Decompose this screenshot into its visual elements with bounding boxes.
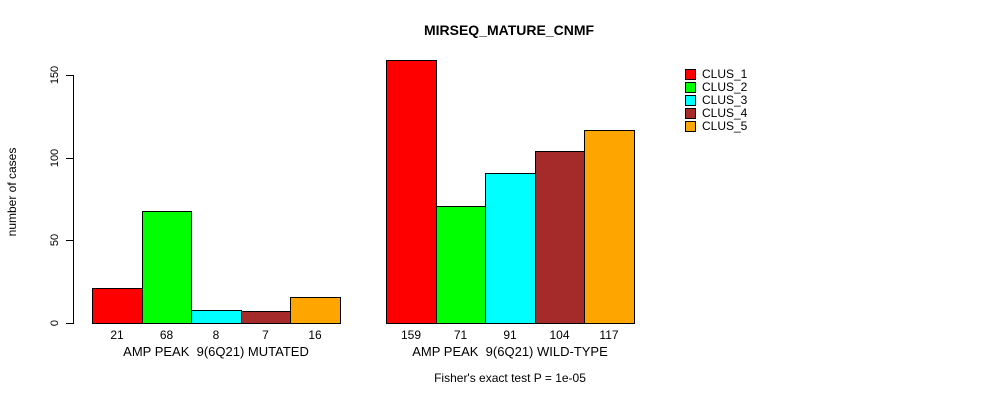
bar-value-label: 7 xyxy=(262,328,269,342)
y-axis-tick xyxy=(66,158,73,159)
legend-swatch xyxy=(685,69,696,80)
legend-item: CLUS_5 xyxy=(685,120,765,133)
x-axis-group-label: AMP PEAK 9(6Q21) MUTATED xyxy=(123,344,309,359)
bar-value-label: 117 xyxy=(599,328,619,342)
bar-value-label: 91 xyxy=(503,328,517,342)
bar-clus_4 xyxy=(241,311,291,324)
bar-value-label: 16 xyxy=(308,328,322,342)
bar-value-label: 159 xyxy=(400,328,422,342)
y-axis-tick-label: 0 xyxy=(49,319,61,327)
bar-clus_5 xyxy=(584,130,635,324)
y-axis-tick-label: 100 xyxy=(49,148,61,168)
bar-clus_1 xyxy=(386,60,437,324)
legend-item: CLUS_2 xyxy=(685,81,765,94)
bar-clus_2 xyxy=(436,206,486,324)
legend-label: CLUS_2 xyxy=(702,80,748,94)
y-axis-line xyxy=(73,75,74,324)
x-axis-group-label: AMP PEAK 9(6Q21) WILD-TYPE xyxy=(412,344,608,359)
bar-value-label: 104 xyxy=(549,328,570,342)
bar-value-label: 21 xyxy=(110,328,124,342)
legend-item: CLUS_3 xyxy=(685,94,765,107)
bar-clus_3 xyxy=(485,173,536,324)
bar-clus_4 xyxy=(535,151,585,324)
y-axis-tick-label: 50 xyxy=(49,233,61,247)
bar-clus_3 xyxy=(191,310,242,324)
legend-label: CLUS_4 xyxy=(702,106,748,120)
bar-value-label: 71 xyxy=(453,328,468,342)
legend-swatch xyxy=(685,121,696,132)
bar-value-label: 8 xyxy=(212,328,220,342)
legend-swatch xyxy=(685,95,696,106)
bar-clus_2 xyxy=(142,211,192,324)
legend-label: CLUS_3 xyxy=(702,93,748,107)
footnote: Fisher's exact test P = 1e-05 xyxy=(434,371,586,385)
bar-value-label: 68 xyxy=(159,328,174,342)
bar-clus_1 xyxy=(92,288,143,324)
y-axis-title: number of cases xyxy=(5,147,19,237)
legend-swatch xyxy=(685,108,696,119)
y-axis-tick xyxy=(66,75,73,76)
bar-clus_5 xyxy=(290,297,341,324)
legend-swatch xyxy=(685,82,696,93)
legend-item: CLUS_1 xyxy=(685,68,765,81)
y-axis-tick-label: 150 xyxy=(49,65,61,85)
legend-label: CLUS_1 xyxy=(702,67,748,81)
y-axis-tick xyxy=(66,323,73,324)
chart-title: MIRSEQ_MATURE_CNMF xyxy=(423,22,595,38)
legend-item: CLUS_4 xyxy=(685,107,765,120)
y-axis-tick xyxy=(66,240,73,241)
legend-label: CLUS_5 xyxy=(702,119,748,133)
